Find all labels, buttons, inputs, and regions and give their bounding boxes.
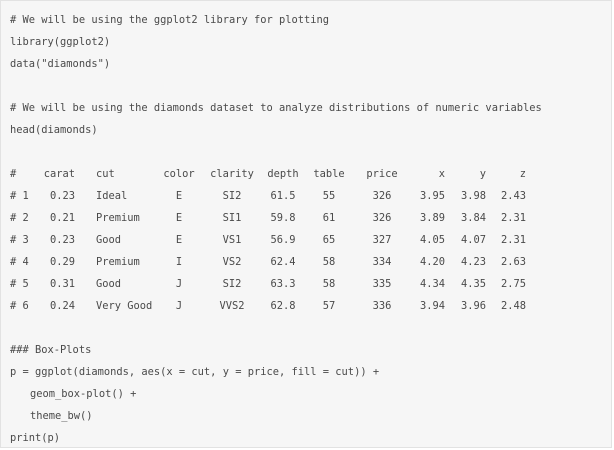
table-header-cell: x: [438, 168, 445, 180]
table-cell: 2.48: [500, 300, 526, 312]
table-cell: SI2: [222, 278, 242, 290]
table-cell: # 2: [10, 212, 29, 224]
table-cell: Premium: [96, 256, 140, 268]
table-cell: 59.8: [270, 212, 296, 224]
table-cell: 61.5: [270, 190, 296, 202]
table-cell: 3.94: [419, 300, 445, 312]
table-header-cell: depth: [267, 168, 299, 180]
table-cell: 2.31: [500, 234, 526, 246]
table-cell: 63.3: [270, 278, 296, 290]
code-line-print: print(p): [10, 432, 61, 444]
table-cell: 56.9: [270, 234, 296, 246]
code-comment-heading: ### Box-Plots: [10, 344, 92, 356]
table-cell: SI2: [222, 190, 242, 202]
table-cell: 4.07: [460, 234, 486, 246]
table-cell: # 4: [10, 256, 29, 268]
code-line-data: data("diamonds"): [10, 58, 111, 70]
code-line-ggplot: p = ggplot(diamonds, aes(x = cut, y = pr…: [10, 366, 380, 378]
table-header-cell: price: [366, 168, 398, 180]
table-header-cell: color: [163, 168, 195, 180]
table-header-cell: cut: [96, 168, 115, 180]
table-header-cell: z: [519, 168, 526, 180]
table-cell: 0.21: [49, 212, 75, 224]
code-comment-line: # We will be using the ggplot2 library f…: [10, 14, 330, 26]
table-cell: 335: [372, 278, 392, 290]
table-header-cell: carat: [43, 168, 75, 180]
table-cell: 2.75: [500, 278, 526, 290]
table-cell: 58: [322, 256, 336, 268]
table-cell: 55: [322, 190, 336, 202]
table-cell: VVS2: [219, 300, 245, 312]
table-header-cell: clarity: [210, 168, 254, 180]
table-cell: J: [175, 300, 183, 312]
table-cell: 0.23: [49, 234, 75, 246]
code-line-geom: geom_box-plot() +: [30, 388, 137, 400]
table-cell: I: [175, 256, 183, 268]
table-cell: E: [175, 190, 183, 202]
table-cell: 3.96: [460, 300, 486, 312]
table-header-cell: #: [10, 168, 17, 180]
code-comment-line: # We will be using the diamonds dataset …: [10, 102, 542, 114]
table-cell: 4.20: [419, 256, 445, 268]
table-cell: 57: [322, 300, 336, 312]
table-cell: 3.84: [460, 212, 486, 224]
table-cell: 3.95: [419, 190, 445, 202]
table-cell: 4.34: [419, 278, 445, 290]
table-cell: J: [175, 278, 183, 290]
table-cell: # 3: [10, 234, 29, 246]
table-cell: E: [175, 234, 183, 246]
table-cell: Good: [96, 234, 122, 246]
table-cell: 3.98: [460, 190, 486, 202]
table-cell: 58: [322, 278, 336, 290]
table-header-cell: y: [479, 168, 486, 180]
table-cell: 334: [372, 256, 392, 268]
table-cell: SI1: [222, 212, 242, 224]
table-cell: E: [175, 212, 183, 224]
code-line-library: library(ggplot2): [10, 36, 111, 48]
table-cell: 4.35: [460, 278, 486, 290]
table-cell: 4.05: [419, 234, 445, 246]
table-cell: 326: [372, 190, 392, 202]
table-cell: 327: [372, 234, 392, 246]
table-cell: # 1: [10, 190, 29, 202]
table-cell: Very Good: [96, 300, 153, 312]
table-cell: 3.89: [419, 212, 445, 224]
table-cell: 2.63: [500, 256, 526, 268]
table-cell: 62.8: [270, 300, 296, 312]
table-cell: 326: [372, 212, 392, 224]
table-cell: 62.4: [270, 256, 296, 268]
table-cell: 0.23: [49, 190, 75, 202]
table-cell: 336: [372, 300, 392, 312]
table-cell: 61: [322, 212, 336, 224]
table-cell: 65: [322, 234, 336, 246]
table-cell: # 5: [10, 278, 29, 290]
code-line-head: head(diamonds): [10, 124, 98, 136]
table-cell: 0.24: [49, 300, 75, 312]
table-cell: VS2: [222, 256, 242, 268]
table-cell: 2.43: [500, 190, 526, 202]
table-header-cell: table: [313, 168, 345, 180]
table-cell: Ideal: [96, 190, 128, 202]
table-cell: 4.23: [460, 256, 486, 268]
table-cell: 0.31: [49, 278, 75, 290]
table-cell: Premium: [96, 212, 140, 224]
table-cell: # 6: [10, 300, 29, 312]
table-cell: 0.29: [49, 256, 75, 268]
code-line-theme: theme_bw(): [30, 410, 93, 422]
table-cell: Good: [96, 278, 122, 290]
table-cell: VS1: [222, 234, 242, 246]
table-cell: 2.31: [500, 212, 526, 224]
